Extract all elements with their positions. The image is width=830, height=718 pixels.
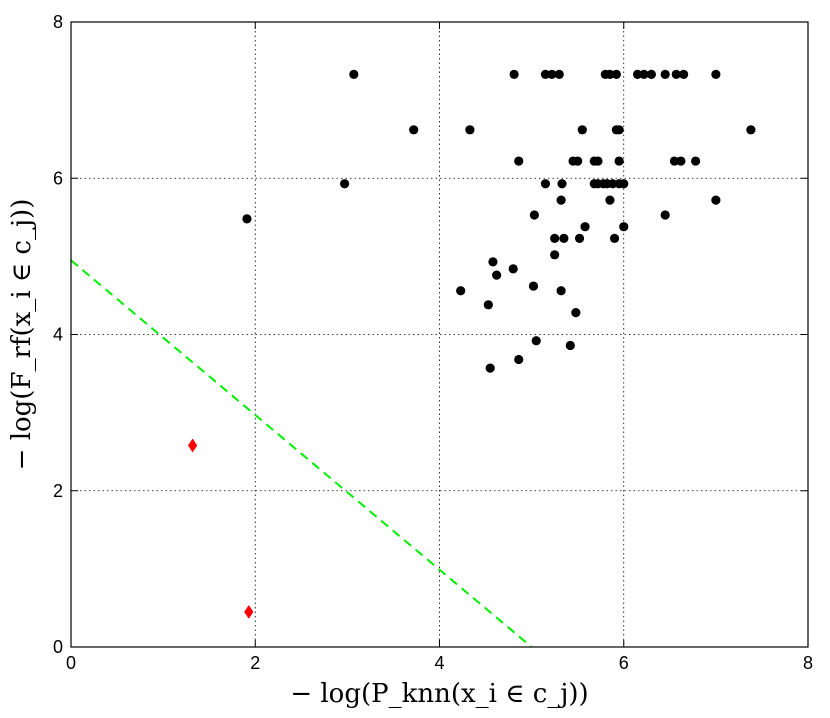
data-point: [483, 300, 493, 310]
data-point: [556, 195, 566, 205]
data-point: [611, 69, 621, 79]
data-point: [550, 250, 560, 260]
data-point: [540, 69, 551, 79]
data-point: [605, 69, 615, 79]
data-point: [660, 210, 670, 220]
data-point: [711, 195, 721, 205]
data-point: [456, 286, 466, 296]
data-point: [646, 69, 656, 79]
data-point: [492, 270, 502, 280]
grid-lines: [71, 22, 808, 647]
data-point: [485, 363, 495, 373]
x-axis-label: − log(P_knn(x_i ∈ c_j)): [290, 679, 588, 709]
data-point: [608, 179, 618, 189]
data-point: [573, 156, 583, 166]
data-point: [550, 233, 560, 244]
data-point: [488, 257, 498, 267]
data-point: [605, 195, 615, 205]
x-tick-label: 6: [619, 653, 629, 673]
data-point: [531, 336, 541, 346]
data-point: [528, 281, 539, 291]
y-tick-label: 8: [53, 12, 63, 32]
reference-line-layer: [70, 259, 533, 648]
data-point: [580, 222, 590, 232]
data-point: [679, 69, 689, 79]
data-points: [188, 69, 756, 619]
data-point: [409, 125, 419, 135]
x-tick-label: 4: [434, 653, 444, 673]
data-point: [660, 69, 670, 79]
x-tick-label: 8: [803, 653, 813, 673]
reference-line: [70, 259, 533, 648]
data-point: [671, 69, 681, 79]
data-point: [676, 156, 686, 166]
data-point-diamond: [188, 438, 198, 453]
data-point: [340, 179, 350, 189]
data-point: [514, 156, 524, 166]
data-point: [508, 264, 518, 274]
y-tick-label: 0: [53, 637, 63, 657]
data-point: [514, 354, 524, 365]
data-point: [609, 233, 620, 244]
y-tick-label: 2: [53, 481, 63, 501]
data-point: [242, 214, 252, 224]
data-point: [540, 179, 551, 189]
data-point: [559, 233, 569, 244]
data-point: [639, 69, 649, 79]
data-point: [577, 125, 587, 135]
data-point: [529, 210, 539, 220]
data-point: [571, 308, 581, 318]
data-point: [556, 286, 566, 296]
data-point: [554, 69, 564, 79]
data-point: [746, 125, 756, 135]
y-tick-label: 6: [53, 168, 63, 188]
data-point: [557, 179, 567, 189]
data-point: [593, 156, 603, 166]
data-point: [669, 156, 680, 166]
data-point: [465, 125, 475, 135]
axis-ticks: 0 2 4 6 8 0 2 4 6 8: [53, 12, 813, 673]
data-point: [614, 156, 624, 166]
data-point: [711, 69, 721, 79]
data-point: [691, 156, 701, 166]
y-axis-label: − log(F_rf(x_i ∈ c_j)): [7, 199, 37, 471]
y-tick-label: 4: [53, 325, 63, 345]
data-point: [619, 179, 629, 189]
data-point: [349, 69, 359, 79]
x-tick-label: 0: [66, 653, 76, 673]
data-point-diamond: [244, 604, 254, 619]
data-point: [547, 69, 557, 79]
data-point: [509, 69, 519, 79]
data-point: [632, 69, 643, 79]
data-point: [574, 233, 585, 244]
data-point: [565, 340, 575, 351]
x-tick-label: 2: [250, 653, 260, 673]
data-point: [619, 222, 629, 232]
data-point: [614, 125, 624, 135]
